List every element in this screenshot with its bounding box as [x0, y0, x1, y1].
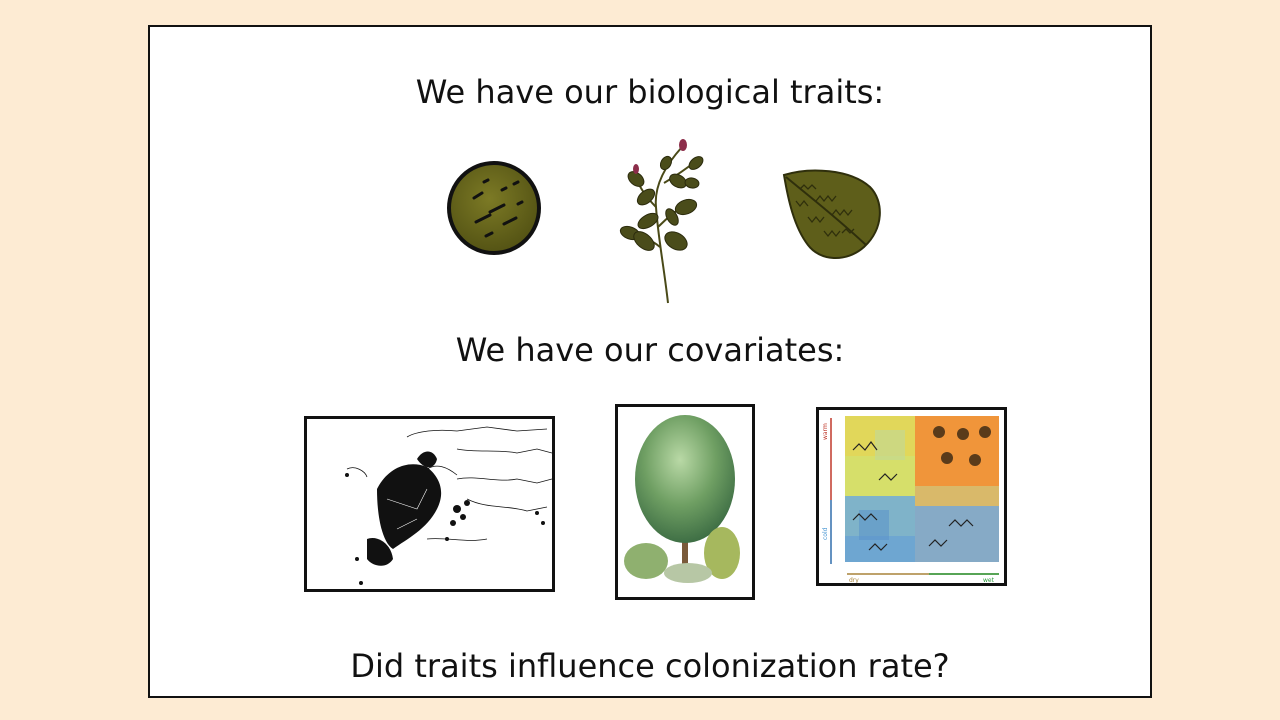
warm-label: warm — [822, 423, 829, 440]
leaf-icon — [782, 169, 881, 260]
cold-label: cold — [822, 527, 829, 540]
question-text: Did traits influence colonization rate? — [350, 647, 950, 685]
climate-gradient-panel: warm cold dry wet — [816, 407, 1007, 586]
seed-icon — [447, 161, 541, 255]
covariates-heading: We have our covariates: — [455, 331, 845, 369]
wet-label: wet — [983, 577, 995, 583]
traits-heading: We have our biological traits: — [415, 73, 885, 111]
dry-label: dry — [849, 577, 859, 583]
slide-panel: We have our biological traits: — [148, 25, 1152, 698]
tree-illustration — [615, 404, 755, 600]
europe-distribution-map — [304, 416, 555, 592]
branch-icon — [619, 139, 704, 304]
